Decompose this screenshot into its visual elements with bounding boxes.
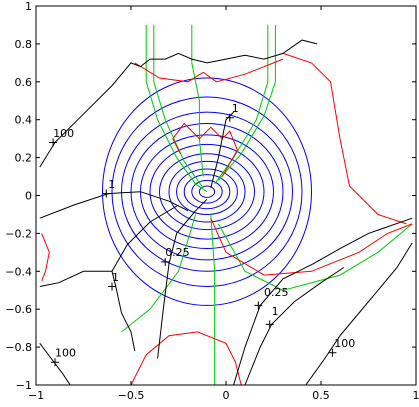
green-contour-line (218, 24, 276, 181)
contour-marker (254, 301, 263, 310)
contour-marker (102, 189, 111, 198)
y-tick-label: 0.8 (15, 38, 33, 51)
blue-contour-ring (198, 185, 216, 198)
black-contour-line (39, 191, 189, 219)
contour-marker (161, 257, 170, 266)
red-contour-line (134, 58, 284, 83)
green-contour-line (153, 24, 204, 189)
blue-contour-ring (191, 179, 223, 204)
x-tick-label: 0.5 (312, 389, 330, 402)
contour-label: 1 (232, 102, 239, 115)
y-tick-label: 0.4 (15, 114, 33, 127)
green-contour-line (210, 214, 216, 385)
contour-label: 0.25 (264, 286, 289, 299)
contour-labels: 100 1 1 0.25 1 0.25 1 100 100 (49, 102, 355, 367)
black-contour-line (244, 267, 345, 385)
contour-label: 1 (108, 178, 115, 191)
black-contour-line (39, 270, 112, 287)
contour-series (39, 24, 413, 385)
red-contour-line (210, 217, 413, 276)
contour-label: 1 (272, 305, 279, 318)
contour-marker (108, 282, 116, 291)
blue-contour-ring (121, 111, 293, 272)
x-tick-label: 1 (413, 389, 419, 402)
contour-marker (265, 320, 274, 329)
contour-label: 100 (53, 127, 74, 140)
blue-contour-ring (102, 77, 312, 306)
green-contour-line (214, 24, 269, 185)
blue-contour-rings (102, 77, 312, 306)
x-tick-label: 0 (223, 389, 230, 402)
y-axis: −1 −0.8 −0.6 −0.4 −0.2 0 0.2 0.4 0.6 0.8 1 (5, 0, 416, 392)
y-tick-label: 0.6 (15, 76, 33, 89)
contour-marker (328, 348, 337, 357)
contour-marker (51, 358, 59, 367)
green-contour-line (145, 24, 208, 193)
blue-contour-ring (111, 96, 303, 287)
y-tick-label: 0.2 (15, 152, 33, 165)
x-tick-label: −0.5 (118, 389, 145, 402)
blue-contour-ring (183, 174, 231, 210)
y-tick-label: 1 (25, 0, 32, 13)
contour-label: 100 (55, 347, 76, 360)
contour-label: 100 (334, 337, 355, 350)
y-tick-label: −0.4 (5, 265, 32, 278)
y-tick-label: −0.6 (5, 303, 32, 316)
black-contour-line (305, 242, 413, 385)
blue-contour-ring (149, 143, 265, 240)
x-tick-label: −1 (28, 389, 44, 402)
blue-contour-ring (168, 160, 246, 223)
black-contour-line (233, 217, 413, 385)
contour-marker (49, 138, 58, 147)
green-contour-line (191, 24, 204, 177)
green-contour-line (217, 223, 413, 291)
black-contour-line (39, 39, 318, 168)
x-axis: −1 −0.5 0 0.5 1 (28, 6, 419, 402)
green-contour-line (121, 214, 197, 333)
black-contour-line (111, 271, 136, 351)
blue-contour-ring (176, 168, 238, 215)
red-contour-line (41, 233, 50, 281)
y-tick-label: −0.2 (5, 227, 32, 240)
y-tick-label: 0 (25, 190, 32, 203)
blue-contour-ring (140, 134, 274, 250)
red-contour-line (130, 331, 242, 385)
blue-contour-ring (159, 153, 255, 231)
y-tick-label: −1 (16, 379, 32, 392)
red-contour-line (282, 52, 407, 225)
contour-label: 0.25 (165, 246, 190, 259)
contour-marker (225, 113, 234, 122)
black-contour-line (39, 342, 71, 385)
red-contour-line (172, 122, 238, 177)
blue-contour-ring (130, 122, 284, 261)
y-tick-label: −0.8 (5, 341, 32, 354)
black-contour-line (157, 198, 208, 359)
black-contour-line (111, 204, 179, 272)
contour-label: 1 (112, 271, 119, 284)
